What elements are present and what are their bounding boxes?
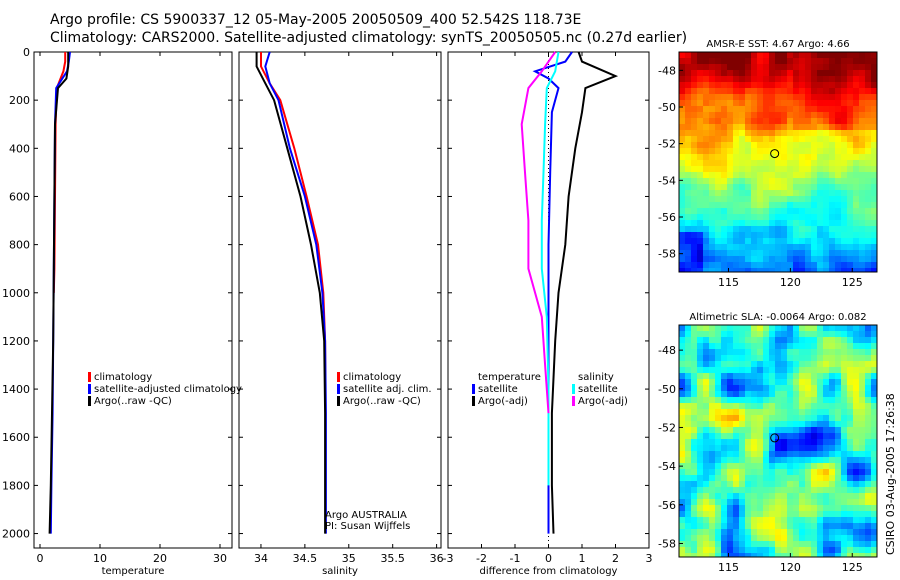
- sla-map-heatmap-cells: [679, 325, 877, 557]
- salinity-plot-frame: [238, 51, 442, 549]
- sla-map-ytick-label: -54: [658, 460, 676, 473]
- sst-map-ytick-label: -50: [658, 101, 676, 114]
- sla-map-xtick-label: 115: [718, 561, 739, 574]
- temperature-series-2: [48, 52, 70, 534]
- difference-legend-sal-label: salinity: [578, 372, 614, 383]
- sla-map-xtick-label: 120: [780, 561, 801, 574]
- salinity-legend-swatch: [337, 372, 340, 382]
- figure-title: Argo profile: CS 5900337_12 05-May-2005 …: [50, 12, 582, 28]
- temperature-ytick-label: 1000: [2, 287, 30, 300]
- temperature-panel: 0 10 20 30 0 200 400 600 800 1000 1200 1400 1600 1800…: [2, 46, 233, 577]
- difference-xtick-label: 1: [579, 552, 586, 565]
- salinity-legend-label: Argo(..raw -QC): [343, 396, 421, 407]
- temperature-ytick-label: 200: [9, 94, 30, 107]
- temperature-xtick-label: 30: [213, 552, 227, 565]
- temperature-legend-label: climatology: [94, 372, 152, 383]
- temperature-ytick-label: 1600: [2, 431, 30, 444]
- sst-map-frame: [678, 51, 878, 273]
- difference-legend-temp-swatch: [472, 396, 475, 406]
- difference-legend-temp-label: satellite: [478, 384, 518, 395]
- salinity-annotation: PI: Susan Wijffels: [325, 521, 410, 532]
- temperature-xtick-label: 20: [153, 552, 167, 565]
- salinity-xtick-label: 34: [254, 552, 268, 565]
- sst-map-ytick-label: -48: [658, 64, 676, 77]
- difference-xtick-label: -3: [443, 552, 454, 565]
- temperature-ytick-label: 800: [9, 239, 30, 252]
- difference-legend-sal-label: Argo(-adj): [578, 396, 628, 407]
- difference-legend-temp-swatch: [472, 384, 475, 394]
- salinity-panel: 34 34.5 35 35.5 36 salinity: [238, 51, 444, 577]
- sst-map-ytick-label: -58: [658, 248, 676, 261]
- sla-map-frame: [678, 324, 878, 558]
- difference-xtick-label: 2: [612, 552, 619, 565]
- difference-legend-sal-swatch: [572, 396, 575, 406]
- sst-map-xtick-label: 125: [842, 276, 863, 289]
- figure-subtitle: Climatology: CARS2000. Satellite-adjuste…: [50, 30, 688, 46]
- sst-map-heatmap-cells: [679, 52, 877, 272]
- difference-legend-sal-swatch: [572, 384, 575, 394]
- temperature-ytick-label: 400: [9, 142, 30, 155]
- difference-xtick-label: -2: [476, 552, 487, 565]
- salinity-series-2: [255, 52, 327, 534]
- sst-map-xtick-label: 115: [718, 276, 739, 289]
- temperature-ytick-label: 2000: [2, 528, 30, 541]
- difference-series-3: [520, 51, 557, 414]
- difference-legend-sal-swatch: [572, 372, 575, 382]
- difference-xlabel: difference from climatology: [480, 566, 618, 577]
- sla-map-ytick-label: -52: [658, 421, 676, 434]
- salinity-legend-swatch: [337, 396, 340, 406]
- salinity-xtick-label: 36: [430, 552, 444, 565]
- temperature-legend-swatch: [88, 384, 91, 394]
- difference-xtick-label: 0: [545, 552, 552, 565]
- salinity-xtick-label: 35.5: [380, 552, 405, 565]
- sla-map-panel: 115 120 125 -48 -50 -52 -54 -56 -58 Altimetric SL…: [658, 312, 878, 574]
- sst-map-xtick-label: 120: [780, 276, 801, 289]
- salinity-xtick-label: 34.5: [293, 552, 318, 565]
- temperature-legend-swatch: [88, 372, 91, 382]
- sst-map-ytick-label: -56: [658, 211, 676, 224]
- sst-map-ytick-label: -54: [658, 174, 676, 187]
- difference-legend-temp-swatch: [472, 372, 475, 382]
- temperature-legend-label: Argo(..raw -QC): [94, 396, 172, 407]
- temperature-xtick-label: 10: [93, 552, 107, 565]
- temperature-ytick-label: 600: [9, 190, 30, 203]
- temperature-ytick-label: 1800: [2, 479, 30, 492]
- temperature-ytick-label: 0: [23, 46, 30, 59]
- sst-map-title: AMSR-E SST: 4.67 Argo: 4.66: [706, 39, 849, 50]
- difference-legend-temp-label: Argo(-adj): [478, 396, 528, 407]
- sla-map-ytick-label: -48: [658, 344, 676, 357]
- temperature-legend-swatch: [88, 396, 91, 406]
- temperature-xlabel: temperature: [102, 566, 165, 577]
- salinity-xtick-label: 35: [342, 552, 356, 565]
- temperature-legend-label: satellite-adjusted climatology: [94, 384, 242, 395]
- sla-map-ytick-label: -58: [658, 537, 676, 550]
- difference-series-1: [550, 51, 619, 534]
- salinity-xlabel: salinity: [322, 566, 358, 577]
- sst-map-panel: 115 120 125 -48 -50 -52 -54 -56 -58 AMSR-E SST: 4…: [658, 39, 878, 289]
- sst-map-ytick-label: -52: [658, 138, 676, 151]
- difference-series-2: [540, 51, 560, 486]
- sla-map-ytick-label: -56: [658, 499, 676, 512]
- difference-legend-temp-label: temperature: [478, 372, 541, 383]
- sla-map-argo-marker: [770, 433, 780, 443]
- sla-map-xtick-label: 125: [842, 561, 863, 574]
- temperature-plot-frame: [33, 51, 233, 549]
- salinity-legend-label: satellite adj. clim.: [343, 384, 432, 395]
- sst-map-argo-marker: [770, 149, 780, 159]
- difference-xtick-label: 3: [646, 552, 653, 565]
- difference-legend-sal-label: satellite: [578, 384, 618, 395]
- sla-map-ytick-label: -50: [658, 383, 676, 396]
- sla-map-title: Altimetric SLA: -0.0064 Argo: 0.082: [689, 312, 866, 323]
- temperature-ytick-label: 1200: [2, 335, 30, 348]
- temperature-ytick-label: 1400: [2, 383, 30, 396]
- salinity-annotation: Argo AUSTRALIA: [325, 510, 407, 521]
- difference-panel: -3 -2 -1 0 1 2 3 difference from climatology: [443, 51, 653, 577]
- salinity-legend-label: climatology: [343, 372, 401, 383]
- salinity-legend-swatch: [337, 384, 340, 394]
- temperature-xtick-label: 0: [37, 552, 44, 565]
- difference-xtick-label: -1: [510, 552, 521, 565]
